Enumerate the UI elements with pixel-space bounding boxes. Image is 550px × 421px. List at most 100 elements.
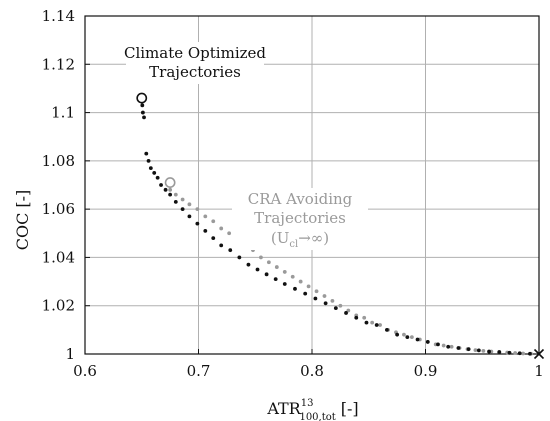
annotation-cra: CRA Avoiding Trajectories (Ucl→∞): [232, 188, 368, 250]
data-point: [456, 346, 461, 350]
data-point: [173, 192, 178, 197]
annotation-cra-line1: CRA Avoiding: [248, 190, 353, 208]
x-axis-title-sup: 13: [301, 398, 314, 409]
data-point: [237, 255, 242, 260]
data-point: [203, 214, 208, 219]
data-point: [168, 187, 173, 192]
data-point: [195, 207, 200, 212]
data-point: [362, 315, 367, 320]
data-point: [528, 351, 532, 356]
data-point: [180, 207, 185, 212]
data-point: [521, 351, 526, 356]
y-tick-label: 1.14: [42, 7, 75, 25]
data-point: [513, 351, 518, 355]
y-axis-title: COC [-]: [13, 190, 32, 251]
annotation-climate-line1: Climate Optimized: [124, 44, 266, 62]
data-point: [290, 274, 295, 279]
data-point: [466, 347, 471, 352]
x-tick-label: 0.8: [300, 362, 324, 380]
data-point: [155, 175, 160, 180]
data-point: [303, 291, 308, 296]
annotation-cra-line3: (Ucl→∞): [271, 229, 329, 250]
annotation-cra-line3-a: (U: [271, 229, 290, 247]
data-point: [436, 342, 440, 347]
data-point: [219, 226, 224, 231]
data-point: [203, 228, 208, 233]
data-point: [330, 298, 335, 303]
x-tick-label: 1: [534, 362, 544, 380]
data-point: [163, 187, 168, 192]
data-point: [346, 308, 351, 313]
data-point: [385, 327, 389, 332]
annotation-climate-line2: Trajectories: [149, 63, 241, 81]
annotation-cra-line3-b: →∞): [298, 229, 329, 247]
data-point: [314, 289, 319, 294]
data-point: [338, 303, 343, 308]
x-tick-label: 0.7: [187, 362, 211, 380]
data-point: [266, 260, 271, 265]
data-point: [148, 166, 153, 171]
data-point: [246, 262, 251, 267]
y-axis-ticks: 1 1.02 1.04 1.06 1.08 1.1 1.12 1.14: [42, 7, 90, 363]
open-circle-marker: [136, 92, 148, 104]
data-point: [187, 214, 192, 219]
data-point: [322, 294, 327, 298]
data-point: [370, 320, 375, 325]
data-point: [142, 115, 146, 120]
data-point: [282, 282, 287, 286]
data-point: [264, 272, 269, 277]
data-point: [152, 171, 157, 175]
data-point: [282, 270, 287, 274]
data-point: [481, 348, 486, 353]
data-point: [344, 311, 348, 315]
cross-marker: [533, 348, 545, 360]
x-axis-ticks: 0.6 0.7 0.8 0.9 1: [73, 349, 544, 380]
annotation-cra-line2: Trajectories: [254, 209, 346, 227]
data-point: [227, 231, 232, 236]
x-axis-title: ATR13 100,tot [-]: [266, 398, 358, 421]
data-point: [159, 183, 163, 187]
data-point: [306, 284, 311, 289]
data-point: [273, 277, 278, 282]
data-point: [476, 348, 481, 353]
data-point: [259, 255, 263, 260]
annotation-cra-line3-sub: cl: [289, 239, 298, 250]
open-circle-marker: [164, 177, 176, 188]
data-point: [374, 323, 379, 327]
x-tick-label: 0.9: [414, 362, 438, 380]
data-point: [293, 286, 297, 291]
x-axis-title-unit: [-]: [341, 399, 359, 418]
data-point: [140, 110, 145, 115]
data-point: [180, 197, 185, 202]
data-point: [187, 202, 192, 207]
data-point: [415, 337, 420, 342]
data-point: [507, 350, 512, 355]
annotation-climate: Climate Optimized Trajectories: [124, 42, 266, 84]
data-point: [409, 335, 414, 339]
data-point: [255, 267, 260, 272]
data-point: [146, 158, 151, 163]
x-tick-label: 0.6: [73, 362, 97, 380]
data-point: [228, 248, 233, 253]
data-point: [195, 221, 200, 226]
data-point: [211, 219, 216, 224]
data-point: [219, 243, 224, 248]
data-point: [140, 103, 145, 108]
data-point: [405, 335, 410, 339]
data-point: [487, 349, 491, 354]
data-point: [517, 351, 522, 356]
data-point: [144, 151, 149, 156]
data-point: [323, 301, 328, 306]
y-tick-label: 1.08: [42, 152, 75, 170]
data-point: [449, 344, 454, 349]
data-point: [425, 340, 430, 344]
data-point: [298, 279, 303, 284]
x-axis-title-main: ATR: [266, 399, 301, 418]
y-tick-label: 1.04: [42, 248, 75, 266]
x-axis-title-sub: 100,tot: [299, 412, 335, 421]
y-tick-label: 1.06: [42, 200, 75, 218]
data-series: [140, 103, 533, 356]
data-point: [168, 192, 173, 197]
special-markers: [136, 92, 545, 360]
data-point: [402, 332, 406, 337]
